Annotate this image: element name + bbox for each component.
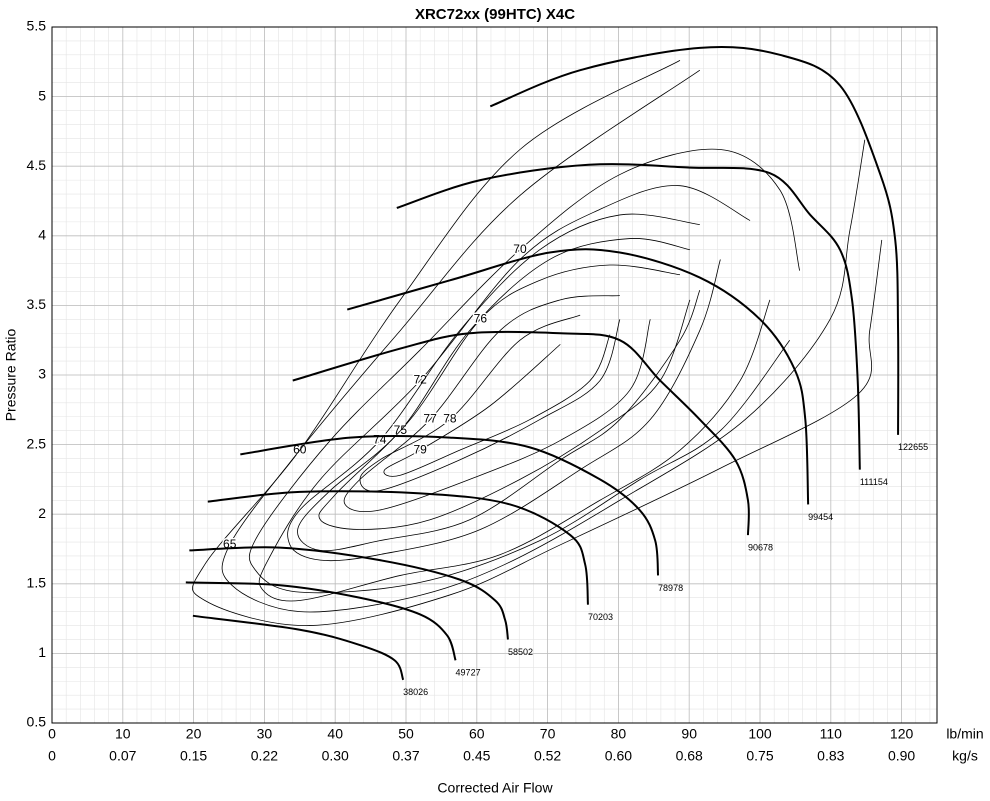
x-tick-label: 40 xyxy=(327,726,343,742)
speed-label: 49727 xyxy=(456,668,481,678)
efficiency-contour xyxy=(192,60,883,626)
speed-line xyxy=(396,163,861,470)
x2-tick-label: 0.75 xyxy=(746,748,773,764)
speed-line xyxy=(346,248,810,505)
efficiency-label: 76 xyxy=(474,311,488,325)
efficiency-label: 70 xyxy=(513,242,527,256)
speed-label: 38026 xyxy=(403,687,428,697)
efficiency-contour xyxy=(258,185,771,602)
x2-tick-label: 0.22 xyxy=(251,748,278,764)
x2-tick-label: 0.15 xyxy=(180,748,207,764)
x-tick-label: 100 xyxy=(748,726,772,742)
y-tick-label: 4.5 xyxy=(27,157,47,173)
x-tick-label: 10 xyxy=(115,726,131,742)
efficiency-label: 78 xyxy=(443,412,457,426)
speed-label: 122655 xyxy=(898,442,928,452)
efficiency-contour xyxy=(248,148,801,594)
y-tick-label: 3.5 xyxy=(27,296,47,312)
speed-line xyxy=(240,434,660,576)
x2-tick-label: 0.90 xyxy=(888,748,915,764)
x-tick-label: 30 xyxy=(257,726,273,742)
efficiency-contour xyxy=(343,295,651,513)
x2-tick-label: 0.60 xyxy=(605,748,632,764)
x-tick-label: 120 xyxy=(890,726,914,742)
y-tick-label: 0.5 xyxy=(27,714,47,730)
y-tick-label: 2.5 xyxy=(27,435,47,451)
y-tick-label: 5 xyxy=(38,87,46,103)
speed-line xyxy=(207,490,589,605)
x-tick-label: 110 xyxy=(820,726,843,742)
plot-frame xyxy=(51,26,938,724)
x-tick-label: 60 xyxy=(469,726,485,742)
speed-line xyxy=(292,330,750,536)
x2-tick-label: 0.68 xyxy=(676,748,703,764)
efficiency-contour xyxy=(221,69,866,613)
efficiency-contour xyxy=(297,238,701,552)
efficiency-label: 77 xyxy=(423,412,437,426)
x2-tick-label: 0.07 xyxy=(109,748,136,764)
speed-line xyxy=(489,46,900,435)
speed-label: 90678 xyxy=(748,542,773,552)
y-tick-label: 1 xyxy=(38,644,46,660)
efficiency-contour xyxy=(383,334,611,477)
speed-label: 70203 xyxy=(588,612,613,622)
x-tick-label: 90 xyxy=(681,726,697,742)
x2-tick-label: 0.45 xyxy=(463,748,490,764)
speed-label: 99454 xyxy=(808,512,833,522)
x2-unit: kg/s xyxy=(952,748,978,764)
efficiency-label: 74 xyxy=(373,433,387,447)
x2-tick-label: 0 xyxy=(48,748,56,764)
x-unit: lb/min xyxy=(946,726,983,742)
x-tick-label: 0 xyxy=(48,726,56,742)
efficiency-label: 72 xyxy=(413,373,427,387)
efficiency-label: 79 xyxy=(413,442,427,456)
y-tick-label: 4 xyxy=(38,227,46,243)
speed-label: 58502 xyxy=(508,647,533,657)
x2-tick-label: 0.37 xyxy=(392,748,419,764)
x2-tick-label: 0.30 xyxy=(322,748,349,764)
x-tick-label: 70 xyxy=(540,726,556,742)
efficiency-contour xyxy=(318,264,691,530)
speed-line xyxy=(185,581,457,661)
y-tick-label: 3 xyxy=(38,366,46,382)
y-axis-label: Pressure Ratio xyxy=(3,328,19,421)
y-tick-label: 2 xyxy=(38,505,46,521)
x-tick-label: 20 xyxy=(186,726,202,742)
speed-line xyxy=(189,546,509,640)
x-tick-label: 80 xyxy=(611,726,627,742)
speed-label: 111154 xyxy=(860,477,888,487)
x-axis-label: Corrected Air Flow xyxy=(437,780,553,796)
y-tick-label: 5.5 xyxy=(27,18,47,34)
speed-line xyxy=(192,614,405,681)
speed-label: 78978 xyxy=(658,583,683,593)
x2-tick-label: 0.52 xyxy=(534,748,561,764)
y-tick-label: 1.5 xyxy=(27,575,47,591)
chart-title: XRC72xx (99HTC) X4C xyxy=(415,6,575,23)
x-tick-label: 50 xyxy=(398,726,414,742)
x2-tick-label: 0.83 xyxy=(817,748,844,764)
efficiency-contour xyxy=(359,314,621,492)
